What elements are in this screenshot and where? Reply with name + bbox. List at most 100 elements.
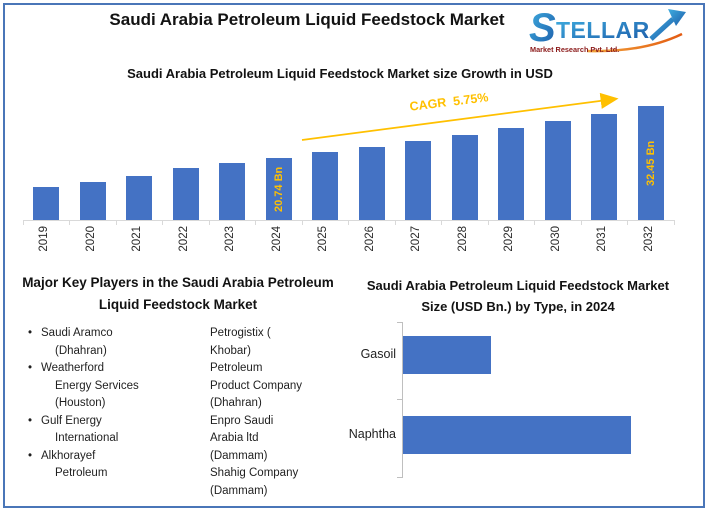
player-item: Petrogistix ( Khobar) [210,325,360,360]
year-label-2026: 2026 [363,226,376,252]
player-line: Alkhorayef [41,449,96,462]
player-line: Energy Services [55,379,139,392]
player-line: Shahig Company [210,467,299,479]
logo-growth-arrow-icon [649,17,675,41]
bar-2022 [172,168,199,220]
player-line: (Dhahran) [55,344,107,357]
axis-tick [580,221,582,225]
player-item: Shahig Company (Dammam) [210,465,360,500]
bullet-icon: • [28,449,33,462]
logo-wordmark: TELLAR [556,17,650,43]
logo-s-swoosh: S [529,6,556,50]
player-line: Gulf Energy [41,414,102,427]
player-line: (Houston) [55,397,106,409]
bar-2020 [79,182,106,220]
player-item: • Weatherford Energy Services (Houston) [28,360,206,413]
growth-x-axis [22,220,675,225]
bar-2030 [544,121,571,220]
year-label-2031: 2031 [596,226,608,252]
year-label-2022: 2022 [177,226,190,252]
axis-tick [397,477,402,478]
page-title: Saudi Arabia Petroleum Liquid Feedstock … [109,10,505,29]
bar-2023 [219,163,245,220]
player-name: Petroleum Product Company (Dhahran) [210,360,302,413]
player-line: Khobar) [210,344,251,357]
axis-tick [673,221,675,225]
player-name: Gulf Energy International [41,413,118,448]
player-line: Product Company [210,379,303,392]
player-name: Shahig Company (Dammam) [210,465,298,500]
player-item: Petroleum Product Company (Dhahran) [210,360,360,413]
bar-value-label-2032: 32.45 Bn [644,140,657,186]
bar-2021 [126,176,152,220]
axis-tick [348,221,349,225]
player-name: Saudi Aramco (Dhahran) [41,325,113,360]
player-name: Alkhorayef Petroleum [41,448,107,483]
player-name: Petrogistix ( Khobar) [210,325,271,360]
player-line: (Dammam) [210,449,268,462]
bullet-icon: • [28,362,33,374]
type-chart-y-axis [397,322,403,478]
year-label-2028: 2028 [456,226,469,252]
logo-tagline: Market Research Pvt. Ltd. [530,45,619,54]
player-line: Petroleum [210,362,263,374]
player-item: • Saudi Aramco (Dhahran) [28,325,206,360]
growth-plot: 20.74 Bn 32.45 Bn [23,96,675,220]
player-line: Saudi Aramco [41,327,113,339]
logo-growth-arrowhead-icon [668,9,686,26]
bar-2024: 20.74 Bn [265,158,292,220]
axis-tick [162,221,163,225]
logo-underline-swoosh-icon [586,32,683,53]
category-label-gasoil: Gasoil [360,347,396,361]
axis-tick [441,221,442,225]
axis-tick [394,221,396,225]
axis-tick [627,221,628,225]
bar-gasoil [403,336,491,374]
axis-tick [208,221,210,225]
bar-naphtha [403,416,631,454]
type-chart-title: Saudi Arabia Petroleum Liquid Feedstock … [366,278,670,314]
axis-tick [397,399,402,400]
player-item: • Alkhorayef Petroleum [28,448,206,483]
player-line: (Dammam) [210,484,268,497]
bar-2029 [498,128,524,220]
player-line: (Dhahran) [210,397,262,409]
year-label-2032: 2032 [642,226,655,252]
bar-2032: 32.45 Bn [637,106,664,220]
player-item: • Gulf Energy International [28,413,206,448]
bar-2026 [358,147,385,220]
axis-tick [115,221,117,225]
player-line: Weatherford [41,362,105,374]
year-label-2030: 2030 [549,226,562,252]
axis-tick [397,322,402,323]
axis-tick [534,221,535,225]
key-players-heading: Major Key Players in the Saudi Arabia Pe… [22,275,334,312]
year-label-2029: 2029 [503,226,515,252]
player-line: Enpro Saudi [210,414,274,427]
player-line: Petroleum [55,467,108,479]
key-players-column-1: • Saudi Aramco (Dhahran) • Weatherford Energy… [28,325,206,483]
category-label-naphtha: Naphtha [348,427,396,441]
player-line: Petrogistix ( [210,327,271,339]
player-item: Enpro Saudi Arabia ltd (Dammam) [210,413,360,466]
cagr-arrow-icon [301,92,619,141]
player-name: Weatherford Energy Services (Houston) [41,360,139,413]
axis-tick [22,221,24,225]
player-line: International [55,432,119,444]
bar-2025 [312,152,338,220]
key-players-column-2: Petrogistix ( Khobar) Petroleum Product Com… [210,325,360,500]
year-label-2021: 2021 [131,226,143,252]
stellar-logo: S TELLAR Market Research Pvt. Ltd. [529,6,686,54]
year-label-2025: 2025 [317,226,329,252]
axis-tick [69,221,70,225]
bar-value-label-2024: 20.74 Bn [272,166,285,212]
player-name: Enpro Saudi Arabia ltd (Dammam) [210,413,273,466]
year-label-2019: 2019 [38,226,50,252]
bar-2019 [33,187,59,220]
year-label-2020: 2020 [84,226,97,252]
bar-2028 [451,135,478,220]
axis-tick [487,221,489,225]
bar-2031 [591,114,617,220]
player-line: Arabia ltd [210,432,259,444]
